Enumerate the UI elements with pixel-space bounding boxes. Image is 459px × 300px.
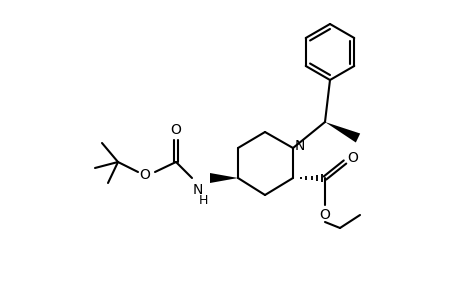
Text: O: O <box>319 208 330 222</box>
Polygon shape <box>325 122 359 142</box>
Text: O: O <box>139 168 150 182</box>
Text: H: H <box>198 194 207 206</box>
Polygon shape <box>210 173 237 183</box>
Text: O: O <box>347 151 358 165</box>
Text: N: N <box>294 139 304 153</box>
Text: N: N <box>192 183 203 197</box>
Text: O: O <box>170 123 181 137</box>
